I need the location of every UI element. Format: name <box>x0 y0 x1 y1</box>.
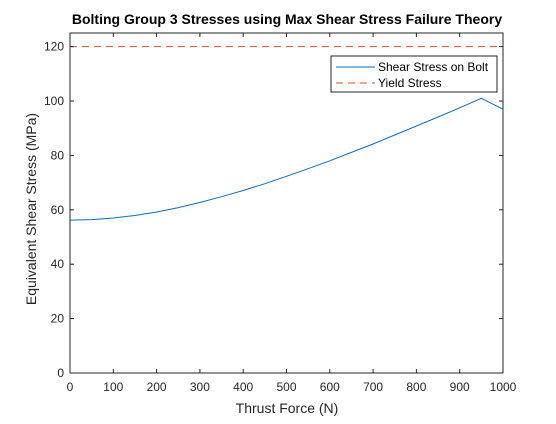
y-tick-label: 120 <box>44 40 64 54</box>
x-tick-label: 700 <box>363 380 383 394</box>
y-tick-label: 60 <box>51 203 65 217</box>
chart-title: Bolting Group 3 Stresses using Max Shear… <box>72 11 502 27</box>
y-axis: 0 20 40 60 80 100 120 <box>44 40 503 380</box>
x-axis: 0 100 200 300 400 500 600 700 800 900 1000 <box>67 33 517 394</box>
legend: Shear Stress on Bolt Yield Stress <box>330 55 498 93</box>
x-tick-label: 400 <box>233 380 253 394</box>
x-tick-label: 200 <box>147 380 167 394</box>
x-tick-label: 500 <box>276 380 296 394</box>
x-tick-label: 100 <box>103 380 123 394</box>
y-tick-label: 80 <box>51 148 65 162</box>
y-tick-label: 100 <box>44 94 64 108</box>
x-tick-label: 1000 <box>490 380 517 394</box>
y-tick-label: 20 <box>51 312 65 326</box>
x-tick-label: 600 <box>320 380 340 394</box>
x-axis-label: Thrust Force (N) <box>236 400 339 416</box>
legend-label-1: Shear Stress on Bolt <box>378 60 489 74</box>
legend-box <box>330 55 498 93</box>
series-layer <box>69 46 504 221</box>
y-tick-label: 40 <box>51 257 65 271</box>
legend-label-2: Yield Stress <box>378 76 442 90</box>
series-line-1 <box>69 97 504 221</box>
x-tick-label: 800 <box>406 380 426 394</box>
x-tick-label: 0 <box>67 380 74 394</box>
x-tick-label: 900 <box>450 380 470 394</box>
x-tick-label: 300 <box>190 380 210 394</box>
y-tick-label: 0 <box>57 366 64 380</box>
y-axis-label: Equivalent Shear Stress (MPa) <box>23 113 39 305</box>
